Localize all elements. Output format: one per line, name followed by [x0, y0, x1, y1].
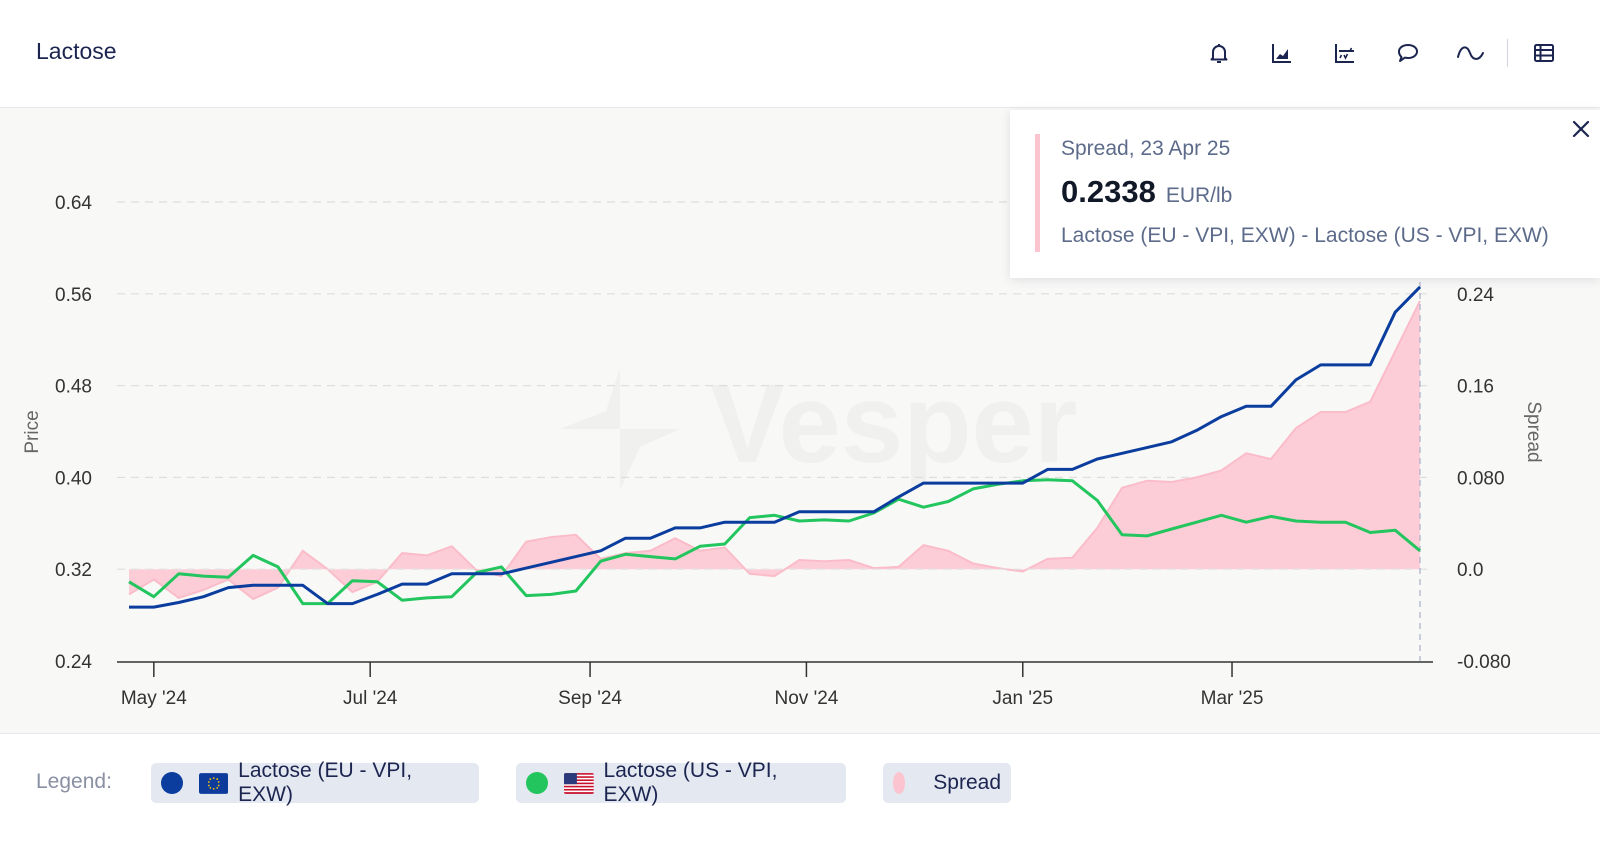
us-flag-icon: [563, 772, 594, 794]
table-icon: [1534, 44, 1554, 62]
spread-series: [117, 260, 1421, 661]
x-tick-label: Jul '24: [343, 688, 398, 709]
forecast-chart-icon: [1335, 44, 1354, 63]
close-icon: [1572, 120, 1590, 138]
area-chart-button[interactable]: [1262, 33, 1302, 73]
y2-tick-label: -0.080: [1457, 652, 1511, 673]
legend-item-spread[interactable]: Spread: [883, 763, 1011, 803]
eu-flag-icon: [198, 772, 229, 794]
page-title: Lactose: [36, 38, 117, 64]
vesper-logo-icon: [560, 368, 680, 490]
legend-dot-spread: [893, 772, 906, 794]
eu-price-line: [129, 285, 1422, 609]
tooltip-unit: EUR/lb: [1165, 184, 1233, 207]
wave-icon: [1457, 46, 1484, 60]
legend-label-us: Lactose (US - VPI, EXW): [603, 759, 778, 806]
tooltip-value-row: 0.2338 EUR/lb: [1061, 174, 1232, 210]
y-tick-label: 0.48: [55, 377, 92, 398]
legend-label-eu: Lactose (EU - VPI, EXW): [238, 759, 413, 806]
area-chart-icon: [1272, 44, 1291, 63]
spread-tooltip: Spread, 23 Apr 25 0.2338 EUR/lb Lactose (…: [1010, 110, 1600, 278]
tooltip-close-button[interactable]: [1568, 116, 1594, 142]
bell-icon: [1210, 44, 1228, 63]
x-tick-label: Jan '25: [992, 688, 1053, 709]
table-view-button[interactable]: [1524, 33, 1564, 73]
y-axis-left: 0.24 0.32 0.40 0.48 0.56 0.64: [55, 193, 92, 673]
x-tick-label: Nov '24: [775, 688, 839, 709]
tooltip-value: 0.2338: [1061, 174, 1156, 209]
comment-icon: [1398, 44, 1418, 62]
x-tick-label: May '24: [121, 688, 187, 709]
legend-item-us[interactable]: Lactose (US - VPI, EXW): [516, 759, 846, 806]
legend-label-spread: Spread: [933, 771, 1001, 794]
y-tick-label: 0.32: [55, 560, 92, 581]
x-axis: May '24 Jul '24 Sep '24 Nov '24 Jan '25 Mar '…: [121, 662, 1264, 709]
legend: Legend: Lactose (EU - VPI, EXW) Lactose …: [0, 733, 1600, 847]
y2-tick-label: 0.24: [1457, 285, 1494, 306]
y-tick-label: 0.64: [55, 193, 92, 214]
y-tick-label: 0.56: [55, 285, 92, 306]
y2-tick-label: 0.080: [1457, 468, 1505, 489]
watermark-text: Vesper: [710, 361, 1077, 486]
legend-item-eu[interactable]: Lactose (EU - VPI, EXW): [151, 759, 479, 806]
y2-tick-label: 0.0: [1457, 560, 1483, 581]
header: Lactose: [0, 0, 1600, 108]
spread-area: [129, 300, 1420, 599]
alerts-button[interactable]: [1199, 33, 1239, 73]
y-axis-label-price: Price: [22, 410, 43, 453]
tooltip-description: Lactose (EU - VPI, EXW) - Lactose (US - …: [1061, 224, 1549, 247]
vesper-watermark: Vesper: [560, 361, 1077, 490]
y-tick-label: 0.24: [55, 652, 92, 673]
us-price-line: [128, 478, 1421, 606]
x-tick-label: Mar '25: [1201, 688, 1264, 709]
tooltip-color-bar: [1035, 134, 1040, 252]
legend-label: Legend:: [36, 770, 112, 793]
smoothing-button[interactable]: [1451, 33, 1491, 73]
forecast-chart-button[interactable]: [1325, 33, 1365, 73]
price-chart[interactable]: Vesper 0.24 0.32 0.40 0.48 0.56 0.64 -0.080 0.…: [0, 108, 1600, 733]
x-tick-label: Sep '24: [558, 688, 622, 709]
price-series: [128, 285, 1422, 609]
comments-button[interactable]: [1388, 33, 1428, 73]
y-axis-right: -0.080 0.0 0.080 0.16 0.24: [1457, 285, 1511, 673]
y-tick-label: 0.40: [55, 468, 92, 489]
toolbar: [1176, 30, 1600, 76]
tooltip-header: Spread, 23 Apr 25: [1061, 137, 1231, 160]
y2-tick-label: 0.16: [1457, 377, 1494, 398]
y-axis-label-spread: Spread: [1523, 401, 1544, 462]
legend-dot-eu: [161, 772, 183, 794]
legend-dot-us: [526, 772, 548, 794]
toolbar-divider: [1507, 39, 1508, 67]
spread-line: [128, 300, 1421, 601]
